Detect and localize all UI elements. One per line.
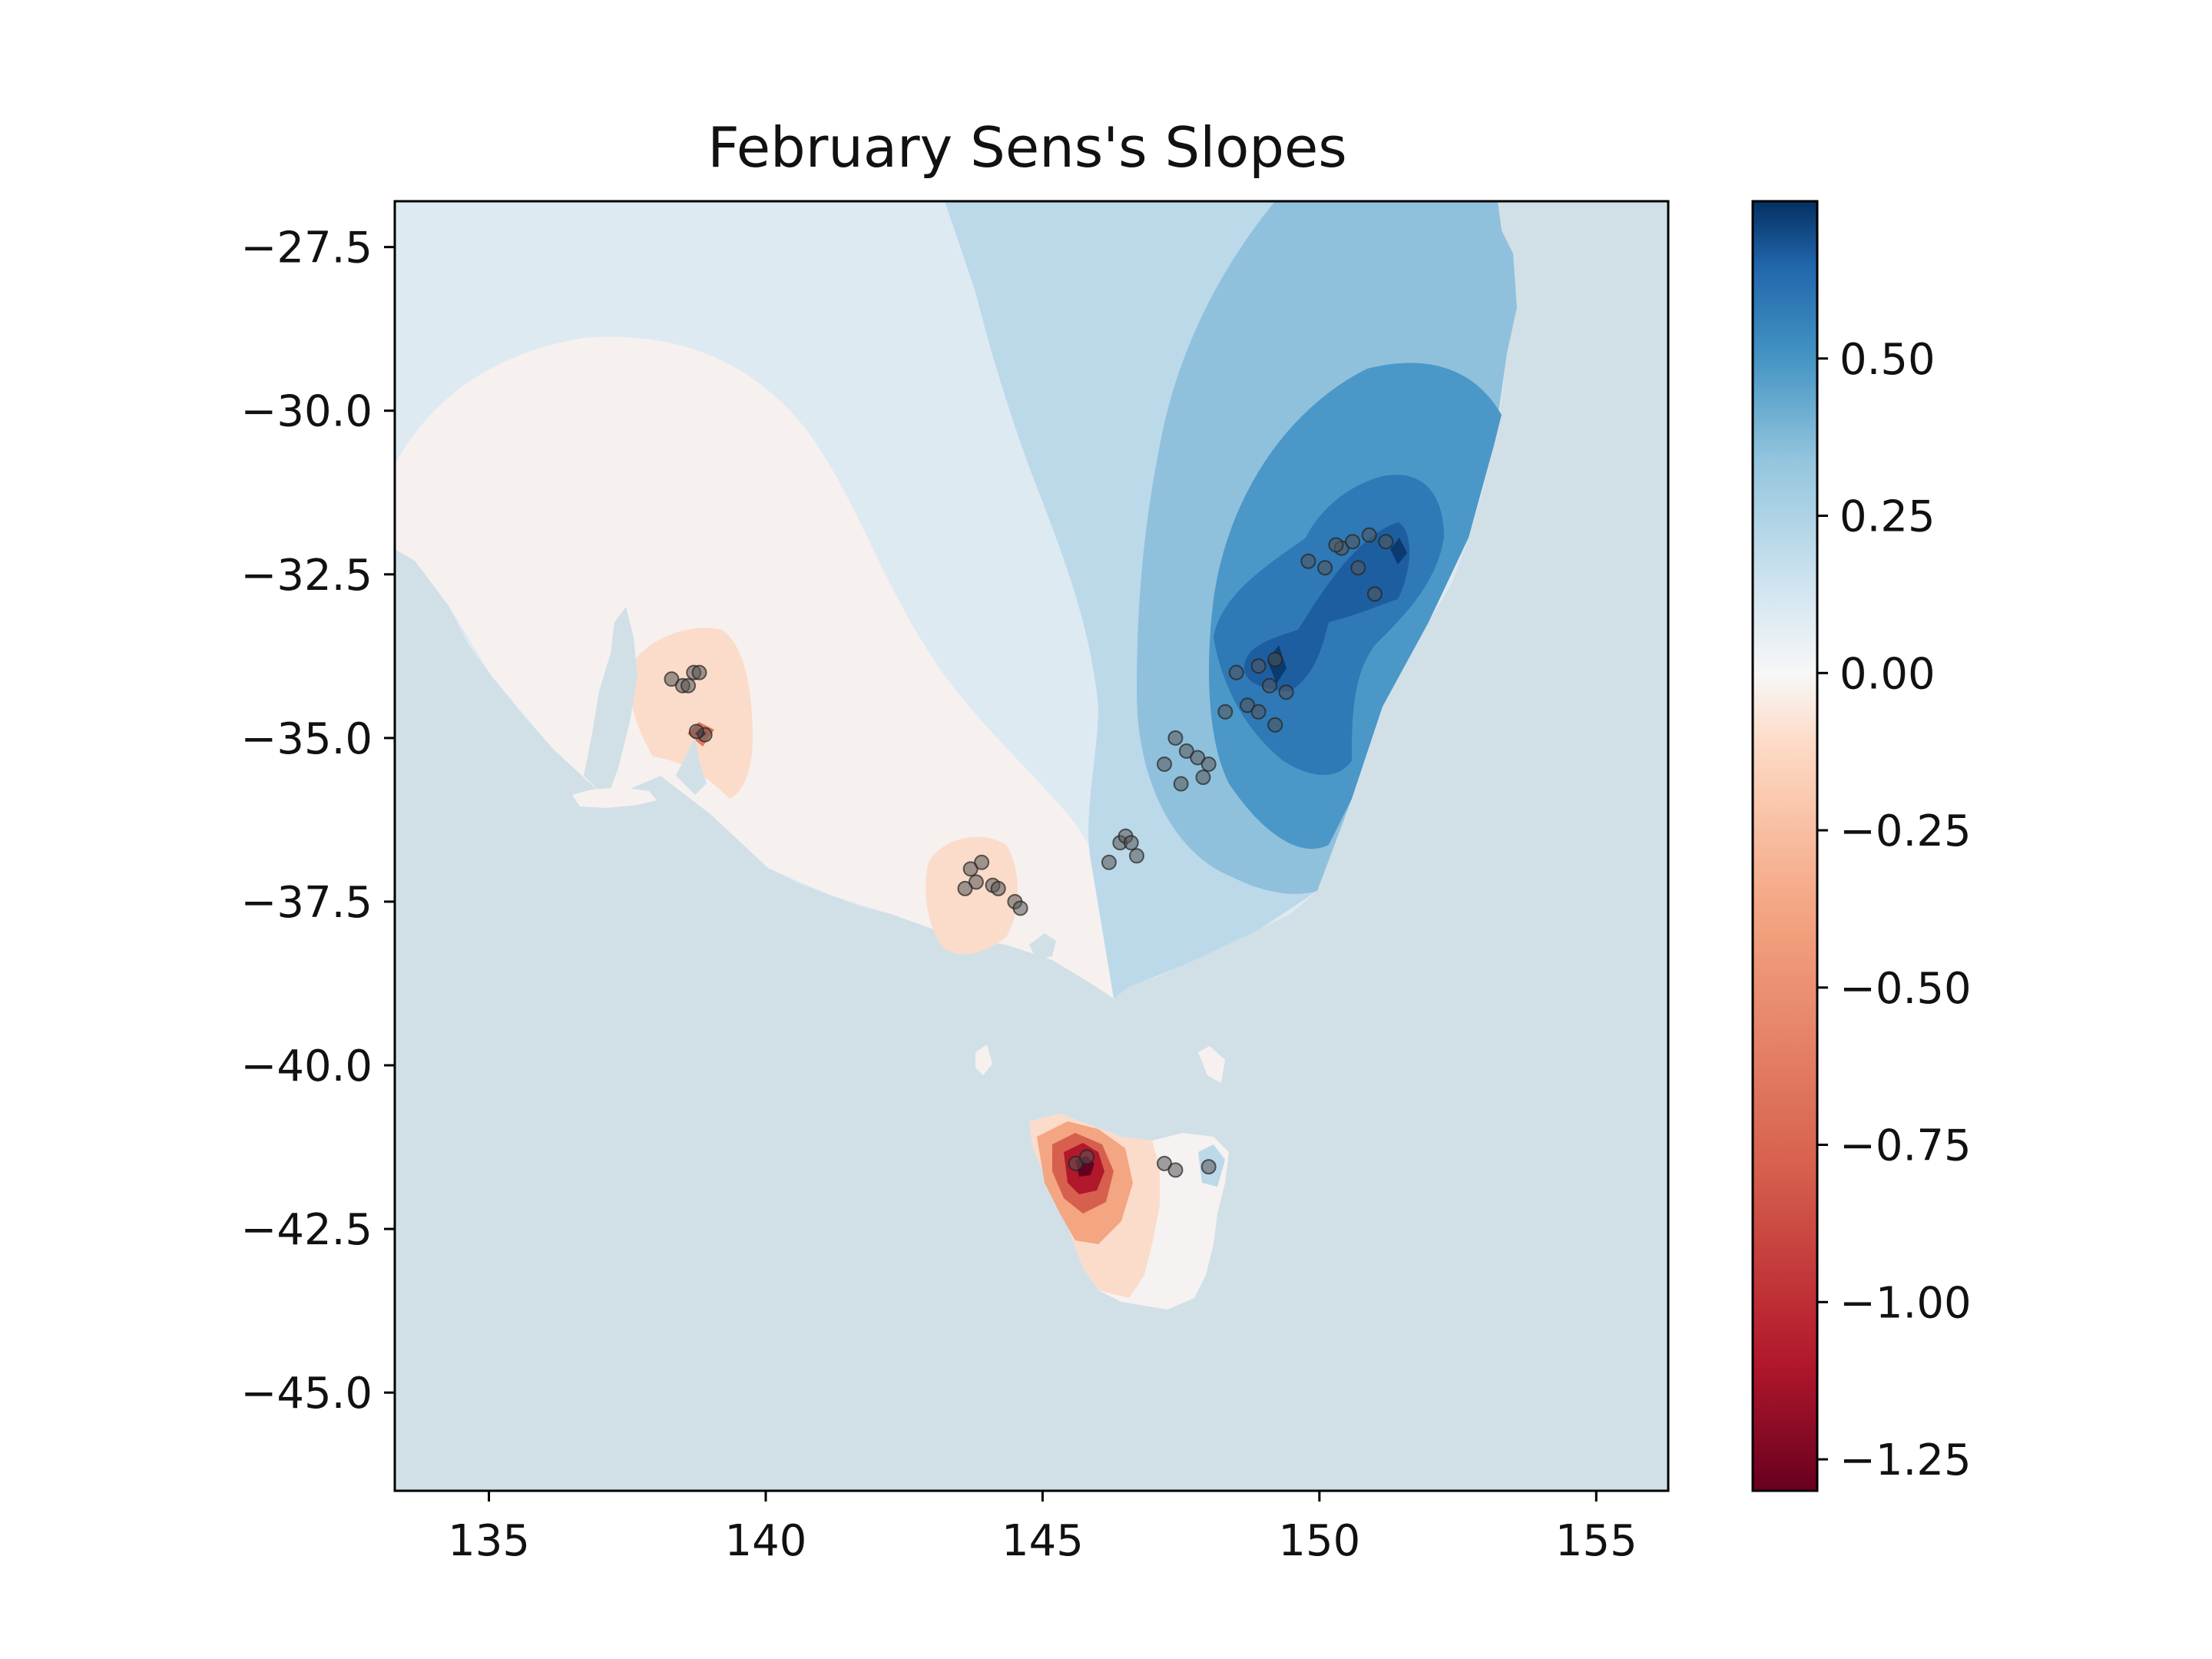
station-marker (1200, 1159, 1217, 1175)
colorbar (1753, 201, 1817, 1491)
station-marker (1366, 586, 1382, 602)
colorbar-tick-label: −0.75 (1839, 1121, 1972, 1171)
contour-neg-vic (926, 836, 1018, 955)
x-tick-label: 140 (725, 1516, 807, 1566)
spencer-gulf (584, 607, 637, 799)
station-marker (1167, 1162, 1184, 1178)
kangaroo-island (572, 787, 657, 808)
station-marker (1328, 537, 1344, 553)
station-marker (1200, 756, 1217, 772)
king-island (975, 1045, 992, 1075)
colorbar-tick-label: −1.25 (1839, 1435, 1972, 1485)
station-markers (664, 527, 1394, 1178)
x-tick-label: 150 (1278, 1516, 1360, 1566)
station-marker (1173, 776, 1189, 792)
colorbar-tick-label: −1.00 (1839, 1278, 1972, 1328)
colorbar-tick-label: 0.00 (1839, 649, 1936, 699)
x-tick-label: 135 (448, 1516, 530, 1566)
colorbar-tick-label: −0.25 (1839, 806, 1972, 856)
station-marker (1261, 677, 1277, 694)
station-marker (1178, 743, 1194, 759)
station-marker (691, 664, 707, 680)
y-tick-label: −42.5 (240, 1205, 373, 1255)
station-marker (962, 861, 979, 877)
colorbar-tick-label: 0.50 (1839, 335, 1936, 385)
station-marker (1228, 664, 1244, 680)
axes-frame (393, 200, 1670, 1492)
station-marker (1240, 697, 1256, 714)
y-axis: −27.5 −30.0 −32.5 −35.0 −37.5 −40.0 −42.5 −45.0 (240, 224, 395, 1419)
x-axis: 135 140 145 150 155 (448, 1491, 1637, 1566)
station-marker (1079, 1149, 1095, 1165)
station-marker (990, 880, 1006, 896)
y-tick-label: −45.0 (240, 1369, 373, 1419)
station-marker (1068, 1155, 1084, 1171)
y-tick-label: −32.5 (240, 551, 373, 601)
colorbar-axis: 0.50 0.25 0.00 −0.25 −0.50 −0.75 −1.00 −1.25 (1817, 335, 1972, 1485)
station-marker (1217, 704, 1233, 720)
y-tick-label: −40.0 (240, 1041, 373, 1091)
colorbar-frame (1751, 200, 1819, 1492)
y-tick-label: −35.0 (240, 714, 373, 764)
contour-blue-6 (1267, 538, 1407, 684)
station-marker (1350, 560, 1366, 576)
station-marker (1190, 750, 1206, 766)
station-marker (1250, 704, 1267, 720)
station-marker (1317, 560, 1333, 576)
y-tick-label: −37.5 (240, 878, 373, 928)
map-area (395, 201, 1668, 1491)
y-tick-label: −30.0 (240, 387, 373, 437)
station-marker (968, 874, 984, 890)
station-marker (957, 880, 973, 896)
station-marker (1195, 770, 1211, 786)
colorbar-tick-label: −0.50 (1839, 964, 1972, 1014)
station-marker (688, 724, 704, 740)
station-marker (1267, 717, 1283, 733)
station-marker (664, 671, 680, 687)
station-marker (1157, 756, 1173, 772)
station-marker (1267, 651, 1283, 667)
station-marker (680, 677, 697, 694)
x-tick-label: 145 (1002, 1516, 1084, 1566)
contour-neg-adelaide (629, 628, 753, 799)
port-phillip (1029, 933, 1056, 960)
station-marker (1157, 1155, 1173, 1171)
station-marker (1123, 835, 1139, 851)
contour-neutral-west (395, 336, 1114, 998)
station-marker (1345, 534, 1361, 550)
station-marker (1167, 730, 1184, 746)
station-marker (1378, 534, 1394, 550)
contour-blue-5 (1244, 522, 1409, 691)
station-marker (1250, 658, 1267, 674)
station-marker (1012, 900, 1028, 916)
x-tick-label: 155 (1555, 1516, 1637, 1566)
flinders-island (1198, 1046, 1225, 1083)
station-marker (1278, 684, 1294, 700)
chart-title: February Sens's Slopes (707, 115, 1347, 180)
colorbar-tick-label: 0.25 (1839, 492, 1936, 542)
station-marker (974, 854, 990, 870)
station-marker (1361, 527, 1377, 543)
station-marker (1128, 848, 1144, 864)
y-tick-label: −27.5 (240, 224, 373, 273)
station-marker (1101, 854, 1117, 870)
gulf-st-vincent (676, 737, 707, 795)
station-marker (1300, 553, 1316, 569)
